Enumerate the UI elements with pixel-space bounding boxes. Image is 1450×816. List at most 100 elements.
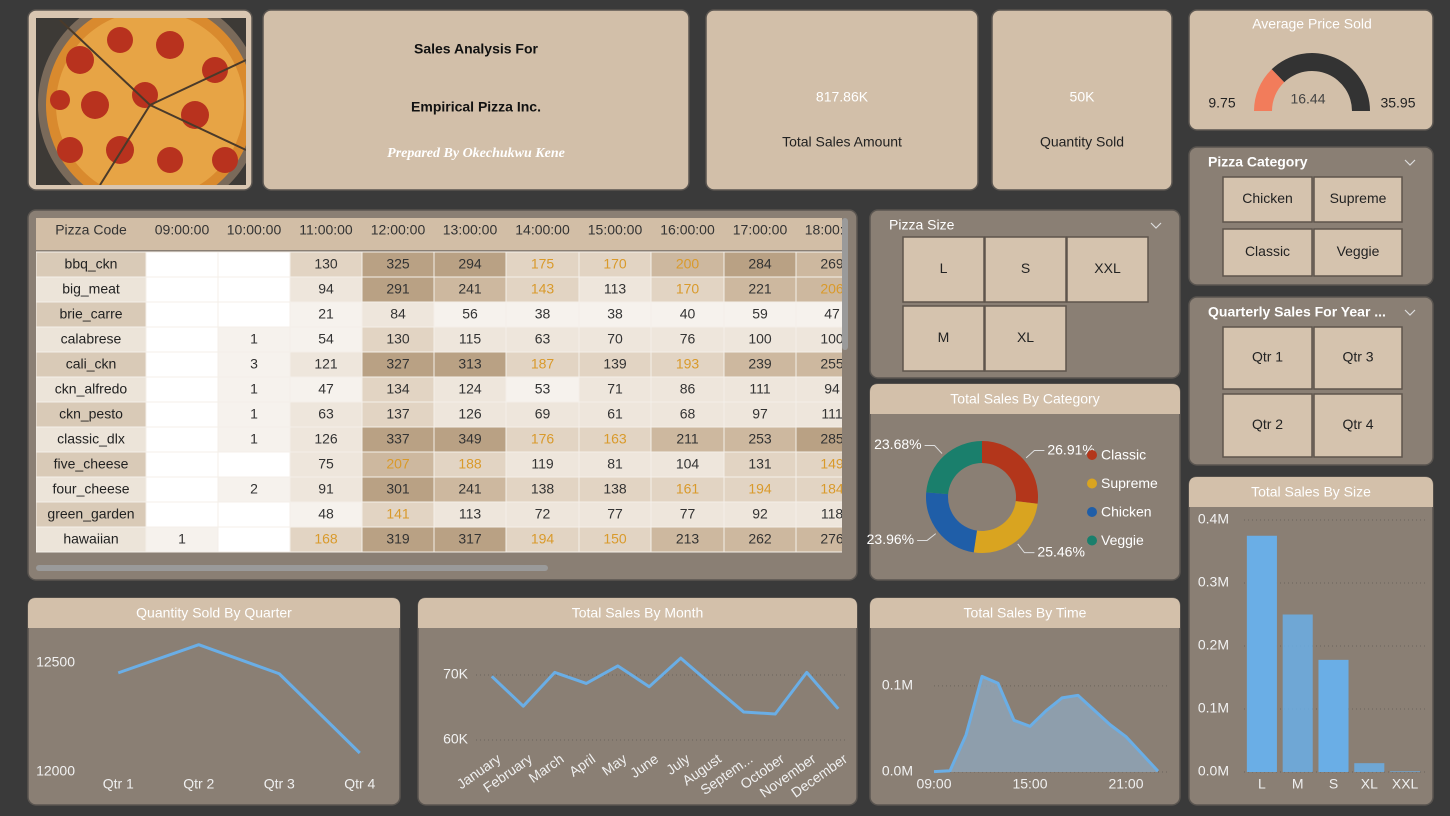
- heat-cell: [505, 251, 580, 278]
- slicer-option[interactable]: Qtr 1: [1252, 349, 1283, 365]
- slicer-option[interactable]: S: [1021, 260, 1030, 276]
- cell-value: 138: [603, 481, 627, 497]
- cell-value: 56: [462, 306, 478, 322]
- cell-value: 176: [531, 431, 555, 447]
- slicer-button[interactable]: [1313, 326, 1403, 390]
- heat-cell: [505, 376, 580, 403]
- slicer-button[interactable]: [1222, 326, 1313, 390]
- x-tick-label: Qtr 4: [344, 776, 375, 792]
- cell-value: 284: [748, 256, 772, 272]
- heat-cell: [361, 351, 435, 378]
- cell-value: 77: [680, 506, 696, 522]
- heat-cell: [795, 451, 842, 478]
- cell-value: 294: [458, 256, 482, 272]
- slicer-option[interactable]: Veggie: [1337, 243, 1380, 259]
- row-label-bg: [36, 376, 147, 403]
- slicer-button[interactable]: [1066, 236, 1149, 303]
- cell-value: 124: [458, 381, 482, 397]
- slicer-button[interactable]: [1313, 228, 1403, 277]
- heat-cell: [361, 526, 435, 553]
- slicer-option[interactable]: Chicken: [1242, 190, 1293, 206]
- heat-cell: [433, 301, 507, 328]
- legend-label: Veggie: [1101, 532, 1144, 548]
- heat-cell: [217, 401, 291, 428]
- scrollbar: [842, 218, 848, 350]
- slicer-button[interactable]: [1222, 228, 1313, 277]
- slicer-option[interactable]: Classic: [1245, 243, 1290, 259]
- slicer-option[interactable]: M: [938, 329, 950, 345]
- bar: [1318, 659, 1349, 772]
- slicer-button[interactable]: [902, 236, 985, 303]
- y-tick-label: 0.4M: [1198, 511, 1229, 527]
- chart-title: Quantity Sold By Quarter: [136, 605, 292, 621]
- subtitle: Prepared By Okechukwu Kene: [387, 146, 565, 161]
- cell-value: 40: [680, 306, 696, 322]
- slicer-option[interactable]: Qtr 3: [1342, 349, 1373, 365]
- heat-cell: [145, 476, 219, 503]
- cell-value: 188: [458, 456, 482, 472]
- slicer-option[interactable]: Qtr 2: [1252, 416, 1283, 432]
- area-fill: [934, 676, 1158, 772]
- slicer-option[interactable]: XXL: [1094, 260, 1121, 276]
- cell-value: 92: [752, 506, 768, 522]
- heat-cell: [723, 326, 797, 353]
- slicer-button[interactable]: [1313, 176, 1403, 223]
- cell-value: 38: [607, 306, 623, 322]
- cell-value: 150: [603, 531, 627, 547]
- legend-label: Chicken: [1101, 504, 1152, 520]
- chart-title: Total Sales By Time: [964, 605, 1087, 621]
- slicer-option[interactable]: L: [940, 260, 948, 276]
- donut-slice: [982, 441, 1038, 504]
- cell-value: 121: [314, 356, 338, 372]
- slicer-button[interactable]: [1222, 176, 1313, 223]
- row-label-bg: [36, 351, 147, 378]
- y-tick-label: 60K: [443, 731, 469, 747]
- cell-value: 255: [820, 356, 844, 372]
- slicer-button[interactable]: [984, 236, 1067, 303]
- title-bar: [28, 598, 400, 628]
- cell-value: 168: [314, 531, 338, 547]
- slicer-button[interactable]: [1313, 393, 1403, 458]
- cell-value: 113: [459, 506, 482, 522]
- cell-value: 207: [386, 456, 410, 472]
- heat-cell: [217, 351, 291, 378]
- gauge-track: [1271, 53, 1370, 111]
- column-header: 09:00:00: [155, 222, 210, 238]
- heat-cell: [289, 351, 363, 378]
- title-bar: [870, 384, 1180, 414]
- cell-value: 241: [458, 281, 482, 297]
- heat-cell: [217, 501, 291, 528]
- panel: [262, 9, 690, 191]
- heat-cell: [433, 501, 507, 528]
- cell-value: 137: [386, 406, 410, 422]
- cell-value: 130: [314, 256, 338, 272]
- cell-value: 239: [748, 356, 772, 372]
- chart-title: Total Sales By Month: [572, 605, 704, 621]
- heat-cell: [723, 376, 797, 403]
- row-label-bg: [36, 276, 147, 303]
- slicer-button[interactable]: [902, 305, 985, 372]
- cell-value: 77: [607, 506, 623, 522]
- slicer-button[interactable]: [984, 305, 1067, 372]
- heat-cell: [650, 301, 725, 328]
- row-label: green_garden: [47, 506, 134, 522]
- slicer-option[interactable]: XL: [1017, 329, 1034, 345]
- donut-slice: [926, 441, 982, 495]
- bar: [1354, 763, 1385, 772]
- cell-value: 104: [676, 456, 700, 472]
- slicer-button[interactable]: [1222, 393, 1313, 458]
- slicer-title: Quarterly Sales For Year ...: [1208, 304, 1386, 320]
- heat-cell: [795, 501, 842, 528]
- x-tick-label: XXL: [1392, 776, 1419, 792]
- cell-value: 63: [535, 331, 551, 347]
- y-tick-label: 0.1M: [1198, 700, 1229, 716]
- slicer-option[interactable]: Qtr 4: [1342, 416, 1373, 432]
- heat-cell: [289, 401, 363, 428]
- column-header: 11:00:00: [299, 222, 353, 238]
- heat-cell: [650, 276, 725, 303]
- heat-cell: [289, 476, 363, 503]
- x-tick-label: 21:00: [1108, 776, 1143, 792]
- slicer-option[interactable]: Supreme: [1330, 190, 1387, 206]
- row-label: four_cheese: [52, 481, 129, 497]
